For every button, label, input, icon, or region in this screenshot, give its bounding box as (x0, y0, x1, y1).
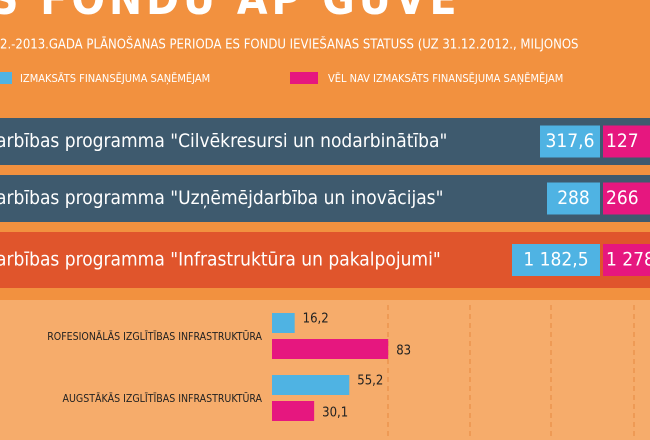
unpaid-box (603, 244, 650, 276)
program-label: arbības programma "Uzņēmējdarbība un ino… (0, 187, 443, 209)
unpaid-box (603, 182, 650, 215)
unpaid-box (603, 125, 650, 158)
program-label: arbības programma "Infrastruktūra un pak… (0, 249, 441, 271)
subtitle: 2.-2013.GADA PLĀNOŠANAS PERIODA ES FONDU… (0, 37, 579, 53)
value-label: 30,1 (322, 406, 348, 421)
legend-label: IZMAKSĀTS FINANSĒJUMA SAŅĒMĒJAM (20, 72, 210, 85)
value-label: 55,2 (357, 374, 383, 389)
category-label: AUGSTĀKĀS IZGLĪTĪBAS INFRASTRUKTŪRA (63, 392, 263, 405)
paid-box (540, 125, 600, 158)
bottom-bg (0, 300, 650, 440)
category-label: ROFESIONĀLĀS IZGLĪTĪBAS INFRASTRUKTŪRA (47, 330, 262, 343)
bar (272, 375, 350, 395)
bar (272, 313, 295, 333)
programs: arbības programma "Cilvēkresursi un noda… (0, 118, 650, 288)
legend-swatch (290, 72, 318, 84)
unpaid-value: 266 (606, 187, 639, 209)
title: S FONDU AP GUVE (0, 0, 461, 25)
bar (272, 339, 389, 359)
value-label: 16,2 (303, 312, 329, 327)
bar-chart: ROFESIONĀLĀS IZGLĪTĪBAS INFRASTRUKTŪRA 16… (47, 312, 411, 421)
legend-swatch (0, 72, 12, 84)
paid-value: 317,6 (546, 130, 595, 152)
paid-box (547, 182, 600, 215)
paid-value: 1 182,5 (523, 249, 588, 271)
bar (272, 401, 315, 421)
paid-value: 288 (557, 187, 590, 209)
unpaid-value: 127 (606, 130, 639, 152)
paid-box (512, 244, 600, 276)
legend-label: VĒL NAV IZMAKSĀTS FINANSĒJUMA SAŅĒMĒJAM (328, 72, 563, 85)
program-band (0, 175, 650, 222)
program-label: arbības programma "Cilvēkresursi un noda… (0, 130, 447, 152)
unpaid-value: 1 278 (606, 249, 650, 271)
grid (387, 305, 635, 440)
value-label: 83 (396, 344, 411, 359)
